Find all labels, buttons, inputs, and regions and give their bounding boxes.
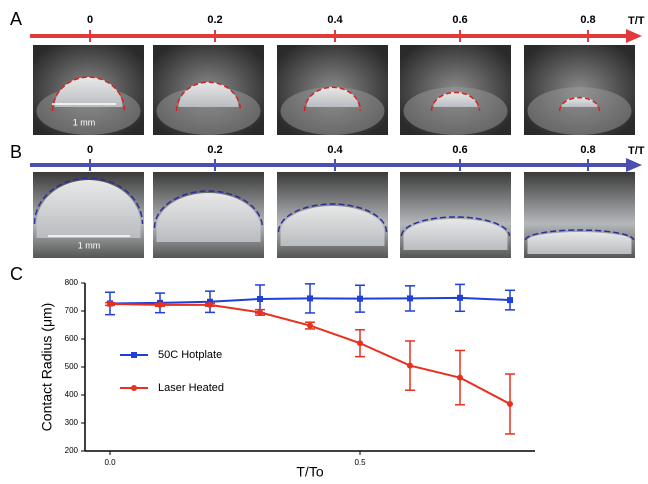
y-tick-label: 700 bbox=[65, 306, 79, 315]
legend-label: Laser Heated bbox=[158, 382, 224, 394]
point bbox=[207, 298, 213, 305]
y-tick-label: 400 bbox=[65, 390, 79, 399]
legend-marker bbox=[131, 385, 137, 391]
droplet bbox=[527, 232, 632, 254]
point bbox=[457, 374, 463, 381]
arrow-head bbox=[626, 158, 642, 172]
y-tick-label: 800 bbox=[65, 278, 79, 287]
scale-bar-label: 1 mm bbox=[73, 117, 96, 127]
point bbox=[257, 295, 263, 302]
point bbox=[157, 301, 163, 308]
y-axis-label: Contact Radius (μm) bbox=[39, 303, 55, 432]
legend-label: 50C Hotplate bbox=[158, 349, 222, 361]
point bbox=[357, 340, 363, 347]
timeline-tick-label: 0.4 bbox=[327, 144, 343, 156]
timeline-tick-label: 0.4 bbox=[327, 14, 343, 26]
point bbox=[307, 322, 313, 329]
arrow-head bbox=[626, 29, 642, 43]
y-tick-label: 300 bbox=[65, 418, 79, 427]
point bbox=[457, 294, 463, 301]
y-tick-label: 500 bbox=[65, 362, 79, 371]
contour bbox=[33, 177, 144, 225]
x-axis-label: T/To bbox=[296, 464, 323, 479]
droplet bbox=[156, 193, 261, 242]
contour bbox=[524, 229, 635, 241]
timeline-axis-label: T/T bbox=[628, 145, 645, 157]
droplet bbox=[306, 87, 359, 107]
x-tick-label: 0.5 bbox=[354, 458, 366, 467]
substrate bbox=[280, 87, 385, 135]
timeline-tick-label: 0.8 bbox=[580, 144, 595, 156]
contour bbox=[175, 81, 242, 112]
droplet bbox=[54, 77, 123, 107]
substrate bbox=[527, 87, 632, 135]
point bbox=[257, 309, 263, 316]
scale-bar-label: 1 mm bbox=[78, 240, 101, 250]
point bbox=[107, 301, 113, 307]
point bbox=[307, 295, 313, 302]
timeline-tick-label: 0 bbox=[87, 144, 93, 156]
y-tick-label: 600 bbox=[65, 334, 79, 343]
point bbox=[407, 362, 413, 369]
legend-marker bbox=[131, 352, 137, 358]
droplet bbox=[36, 180, 141, 238]
contour bbox=[153, 190, 264, 229]
timeline-tick-label: 0.6 bbox=[452, 144, 467, 156]
droplet bbox=[280, 206, 385, 246]
contour bbox=[400, 216, 511, 237]
panel-label: A bbox=[10, 9, 22, 29]
point bbox=[357, 295, 363, 302]
timeline-tick-label: 0.2 bbox=[207, 14, 222, 26]
point bbox=[207, 301, 213, 308]
panel-label: B bbox=[10, 142, 22, 162]
panel-label: C bbox=[10, 264, 23, 284]
contour bbox=[303, 86, 362, 112]
droplet bbox=[433, 92, 478, 107]
droplet bbox=[178, 81, 239, 107]
substrate bbox=[403, 87, 508, 135]
y-tick-label: 200 bbox=[65, 446, 79, 455]
timeline-axis-label: T/T bbox=[628, 15, 645, 27]
timeline-tick-label: 0.8 bbox=[580, 14, 595, 26]
contour bbox=[558, 96, 601, 112]
timeline-tick-label: 0.2 bbox=[207, 144, 222, 156]
point bbox=[407, 295, 413, 302]
contour bbox=[430, 91, 481, 112]
timeline-tick-label: 0 bbox=[87, 14, 93, 26]
timeline-tick-label: 0.6 bbox=[452, 14, 467, 26]
x-tick-label: 0.0 bbox=[104, 458, 116, 467]
point bbox=[507, 400, 513, 407]
contour bbox=[277, 203, 388, 233]
droplet bbox=[403, 219, 508, 250]
point bbox=[507, 297, 513, 304]
